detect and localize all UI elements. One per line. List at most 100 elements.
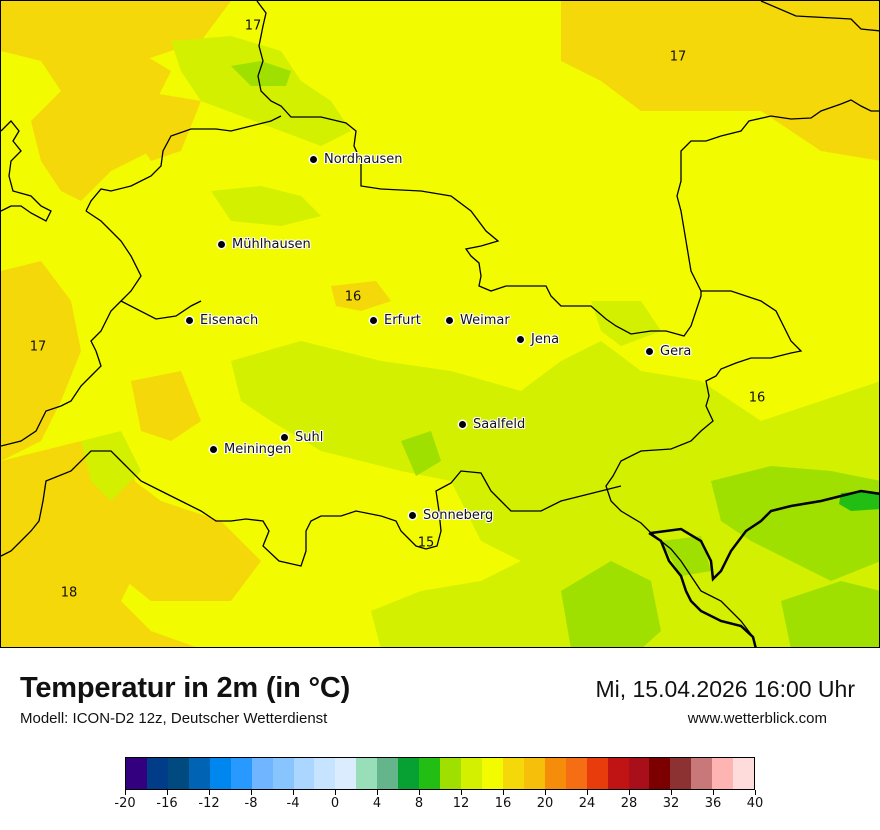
city-marker: Meiningen <box>210 442 291 457</box>
legend-tick-label: -16 <box>156 796 178 811</box>
legend-tick-label: 32 <box>662 796 680 811</box>
legend-tick-mark <box>208 790 210 795</box>
city-marker: Gera <box>646 344 691 359</box>
city-name: Meiningen <box>224 442 292 457</box>
city-marker: Erfurt <box>370 313 421 328</box>
city-dot-icon <box>218 241 225 248</box>
legend-tick-mark <box>292 790 294 795</box>
zone-16-18 <box>1 1 879 647</box>
city-name: Gera <box>660 344 692 359</box>
city-dot-icon <box>446 317 453 324</box>
city-name: Sonneberg <box>423 508 494 523</box>
legend-color-swatch <box>209 758 231 789</box>
legend-color-swatch <box>502 758 524 789</box>
legend-color-swatch <box>544 758 566 789</box>
city-marker: Saalfeld <box>459 417 525 432</box>
city-dot-icon <box>186 317 193 324</box>
legend-tick-label: 12 <box>452 796 470 811</box>
legend-tick-label: -4 <box>286 796 300 811</box>
legend-tick-mark <box>544 790 546 795</box>
city-marker: Jena <box>517 332 559 347</box>
city-dot-icon <box>281 434 288 441</box>
legend-tick-mark <box>250 790 252 795</box>
legend-tick-label: 4 <box>372 796 382 811</box>
city-marker: Sonneberg <box>409 508 493 523</box>
chart-title: Temperatur in 2m (in °C) <box>20 672 351 704</box>
city-dot-icon <box>409 512 416 519</box>
city-name: Jena <box>531 332 560 347</box>
city-name: Mühlhausen <box>232 237 311 252</box>
city-marker: Weimar <box>446 313 510 328</box>
contour-value-label: 17 <box>669 49 687 65</box>
legend-tick-mark <box>418 790 420 795</box>
legend-color-swatch <box>230 758 252 789</box>
legend-color-swatch <box>335 758 357 789</box>
legend-color-swatch <box>440 758 461 789</box>
temperature-map: Nordhausen Mühlhausen Eisenach Erfurt Weimar… <box>0 0 880 648</box>
legend-tick-label: 28 <box>620 796 638 811</box>
legend-color-swatch <box>565 758 587 789</box>
legend-color-swatch <box>272 758 294 789</box>
city-dot-icon <box>459 421 466 428</box>
forecast-datetime: Mi, 15.04.2026 16:00 Uhr <box>595 676 855 702</box>
city-dot-icon <box>310 156 317 163</box>
legend-tick-label: -8 <box>244 796 258 811</box>
legend-tick-label: 8 <box>414 796 424 811</box>
contour-value-label: 16 <box>344 289 362 305</box>
color-legend-bar <box>125 757 755 790</box>
legend-color-swatch <box>628 758 650 789</box>
legend-tick-mark <box>376 790 378 795</box>
website-link[interactable]: www.wetterblick.com <box>687 710 827 727</box>
legend-tick-mark <box>586 790 588 795</box>
legend-color-swatch <box>712 758 734 789</box>
city-name: Eisenach <box>200 313 259 328</box>
city-dot-icon <box>370 317 377 324</box>
legend-tick-mark <box>166 790 168 795</box>
legend-color-swatch <box>293 758 315 789</box>
city-name: Suhl <box>295 430 324 445</box>
legend-tick-mark <box>502 790 504 795</box>
contour-value-label: 18 <box>60 585 78 601</box>
legend-color-swatch <box>523 758 545 789</box>
zone-8-10 <box>839 491 879 511</box>
legend-color-swatch <box>691 758 713 789</box>
city-marker: Nordhausen <box>310 152 403 167</box>
city-dot-icon <box>210 446 217 453</box>
legend-color-swatch <box>356 758 378 789</box>
legend-tick-mark <box>712 790 714 795</box>
contour-value-label: 15 <box>417 535 435 551</box>
legend-tick-mark <box>334 790 336 795</box>
legend-color-swatch <box>733 758 755 789</box>
legend-tick-label: 40 <box>746 796 764 811</box>
model-source: Modell: ICON-D2 12z, Deutscher Wetterdie… <box>20 710 328 727</box>
legend-color-swatch <box>251 758 273 789</box>
legend-color-swatch <box>167 758 189 789</box>
contour-value-label: 16 <box>748 390 766 406</box>
zone-12-14 <box>81 36 879 647</box>
city-marker: Suhl <box>281 430 323 445</box>
legend-color-swatch <box>649 758 671 789</box>
contour-value-label: 17 <box>244 18 262 34</box>
legend-color-swatch <box>188 758 210 789</box>
legend-tick-label: 0 <box>330 796 340 811</box>
legend-tick-label: -20 <box>114 796 136 811</box>
legend-color-swatch <box>314 758 336 789</box>
legend-tick-label: -12 <box>198 796 220 811</box>
legend-color-swatch <box>586 758 608 789</box>
city-marker: Eisenach <box>186 313 258 328</box>
legend-color-swatch <box>461 758 482 789</box>
legend-color-swatch <box>146 758 168 789</box>
legend-color-swatch <box>481 758 503 789</box>
legend-color-swatch <box>670 758 692 789</box>
city-name: Saalfeld <box>473 417 526 432</box>
legend-color-swatch <box>398 758 420 789</box>
legend-color-swatch <box>377 758 399 789</box>
city-dot-icon <box>646 348 653 355</box>
contour-value-label: 17 <box>29 339 47 355</box>
legend-tick-label: 16 <box>494 796 512 811</box>
state-borders <box>1 1 879 647</box>
zone-10-12 <box>231 61 879 647</box>
legend-tick-mark <box>124 790 126 795</box>
temperature-field <box>1 1 879 647</box>
legend-tick-mark <box>670 790 672 795</box>
